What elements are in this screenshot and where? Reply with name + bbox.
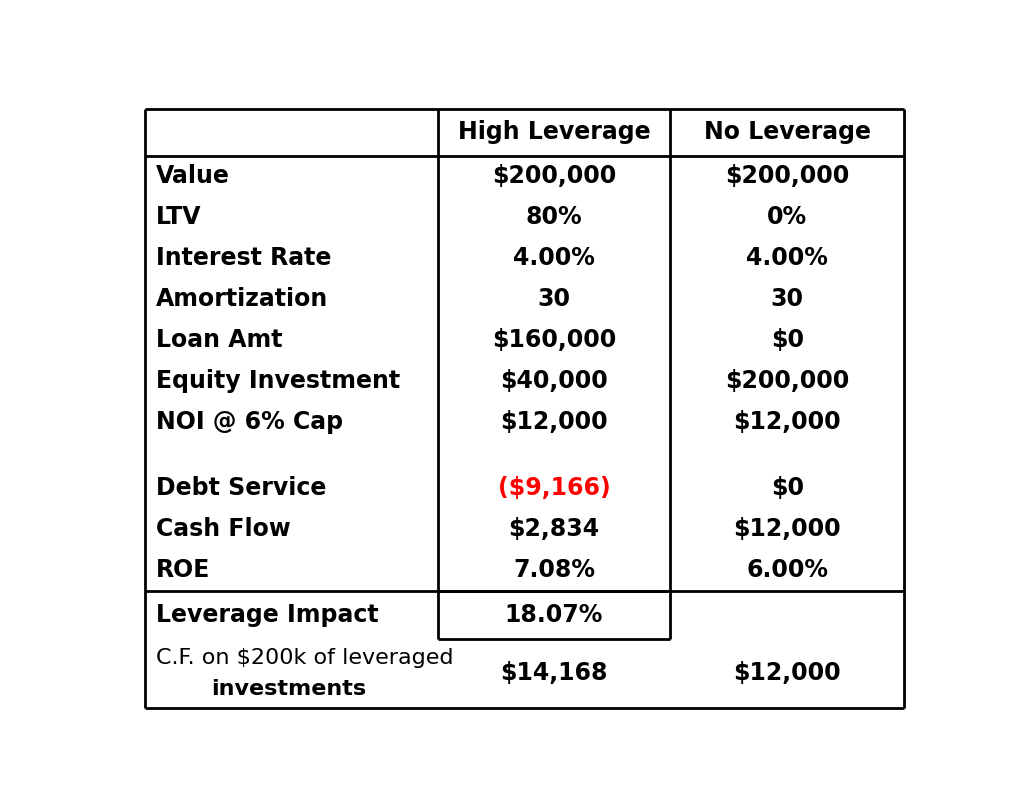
- Text: No Leverage: No Leverage: [703, 120, 870, 144]
- Text: 6.00%: 6.00%: [746, 559, 828, 582]
- Text: Value: Value: [156, 164, 229, 188]
- Text: 4.00%: 4.00%: [513, 246, 595, 270]
- Text: ROE: ROE: [156, 559, 210, 582]
- Text: ($9,166): ($9,166): [498, 476, 610, 500]
- Text: High Leverage: High Leverage: [458, 120, 650, 144]
- Text: 30: 30: [771, 287, 804, 311]
- Text: LTV: LTV: [156, 205, 202, 229]
- Text: Loan Amt: Loan Amt: [156, 328, 283, 352]
- Text: $14,168: $14,168: [501, 661, 608, 685]
- Text: $0: $0: [771, 476, 804, 500]
- Text: C.F. on $200k of leveraged: C.F. on $200k of leveraged: [156, 648, 454, 668]
- Text: NOI @ 6% Cap: NOI @ 6% Cap: [156, 410, 343, 434]
- Text: 7.08%: 7.08%: [513, 559, 595, 582]
- Text: $0: $0: [771, 328, 804, 352]
- Text: $12,000: $12,000: [733, 661, 841, 685]
- Text: Equity Investment: Equity Investment: [156, 369, 400, 393]
- Text: Leverage Impact: Leverage Impact: [156, 603, 379, 627]
- Text: $200,000: $200,000: [492, 164, 616, 188]
- Text: Interest Rate: Interest Rate: [156, 246, 331, 270]
- Text: $2,834: $2,834: [509, 517, 600, 542]
- Text: Amortization: Amortization: [156, 287, 328, 311]
- Text: 0%: 0%: [767, 205, 807, 229]
- Text: $200,000: $200,000: [725, 369, 850, 393]
- Text: Cash Flow: Cash Flow: [156, 517, 291, 542]
- Text: 80%: 80%: [525, 205, 583, 229]
- Text: $160,000: $160,000: [492, 328, 616, 352]
- Text: $40,000: $40,000: [500, 369, 608, 393]
- Text: $12,000: $12,000: [733, 517, 841, 542]
- Text: investments: investments: [211, 679, 367, 698]
- Text: 4.00%: 4.00%: [746, 246, 828, 270]
- Text: $12,000: $12,000: [500, 410, 608, 434]
- Text: 30: 30: [538, 287, 570, 311]
- Text: 18.07%: 18.07%: [505, 603, 603, 627]
- Text: Debt Service: Debt Service: [156, 476, 327, 500]
- Text: $12,000: $12,000: [733, 410, 841, 434]
- Text: $200,000: $200,000: [725, 164, 850, 188]
